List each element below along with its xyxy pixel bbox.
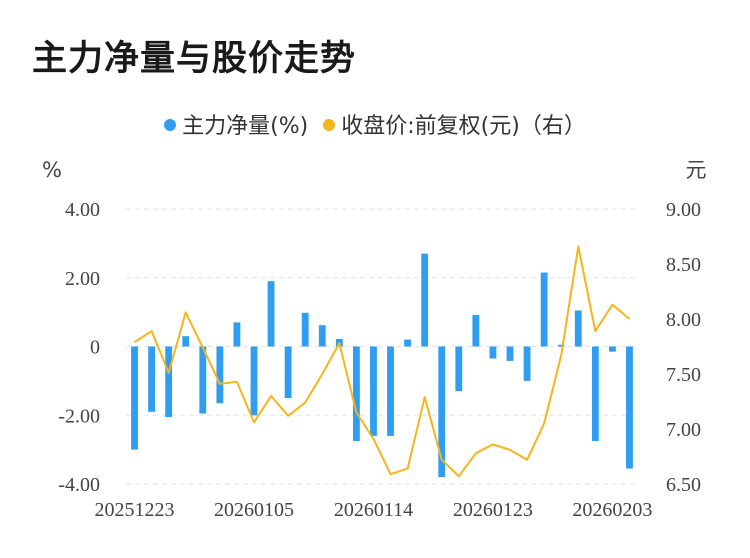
x-axis-tick-label: 20260114 [334, 499, 413, 521]
net-volume-bar [216, 346, 224, 404]
right-axis-unit: 元 [686, 158, 707, 182]
net-volume-bar [267, 281, 275, 347]
legend-net-label: 主力净量(%) [182, 114, 309, 139]
right-axis-tick-label: 7.00 [666, 419, 701, 441]
chart-title: 主力净量与股价走势 [32, 39, 357, 79]
right-axis-tick-label: 8.50 [666, 254, 701, 276]
x-axis-tick-label: 20251223 [95, 499, 175, 521]
net-volume-bar [131, 346, 138, 450]
legend-item-net[interactable]: 主力净量(%) [164, 108, 308, 140]
net-volume-bar [370, 346, 377, 436]
left-axis-tick-label: -4.00 [58, 474, 100, 496]
net-volume-bar [387, 346, 394, 436]
legend-price-marker-icon [323, 119, 336, 131]
legend: 主力净量(%) 收盘价:前复权(元)（右） [0, 108, 750, 140]
x-axis-tick-label: 20260123 [453, 499, 533, 521]
bar-series [131, 253, 633, 478]
net-volume-bar [318, 325, 326, 347]
net-volume-bar [165, 346, 173, 417]
axis-labels: 4.00 2.00 0 -2.00 -4.00 9.00 8.50 8.00 7.50 7.00 6… [58, 199, 701, 521]
net-volume-bar [455, 346, 463, 392]
net-volume-bar [301, 312, 309, 347]
left-axis-unit: % [42, 158, 62, 182]
grid-lines [126, 208, 638, 485]
net-volume-bar [608, 346, 616, 352]
net-volume-bar [506, 346, 514, 361]
net-volume-bar [404, 339, 412, 347]
right-axis-tick-label: 6.50 [666, 474, 701, 496]
net-volume-bar [250, 346, 258, 416]
net-volume-bar [148, 346, 156, 412]
net-volume-bar [284, 346, 292, 399]
price-line [133, 245, 631, 478]
line-series [133, 245, 631, 478]
right-axis-tick-label: 7.50 [666, 364, 701, 386]
right-axis-tick-label: 9.00 [666, 199, 701, 221]
net-volume-bar [199, 346, 207, 414]
left-axis-tick-label: -2.00 [58, 405, 100, 427]
net-volume-bar [591, 346, 599, 442]
net-volume-bar [182, 336, 190, 347]
x-axis-tick-label: 20260105 [214, 499, 294, 521]
legend-item-price[interactable]: 收盘价:前复权(元)（右） [323, 108, 586, 140]
net-volume-bar [540, 272, 548, 347]
legend-net-marker-icon [164, 119, 177, 131]
left-axis-tick-label: 0 [90, 337, 100, 359]
left-axis-tick-label: 2.00 [65, 268, 100, 290]
net-volume-bar [489, 346, 497, 359]
net-volume-bar [438, 346, 446, 478]
net-volume-bar [421, 253, 429, 347]
net-volume-bar [352, 346, 360, 442]
net-volume-bar [626, 346, 633, 469]
net-volume-bar [557, 344, 565, 347]
net-volume-bar [472, 314, 480, 347]
right-axis-tick-label: 8.00 [666, 309, 701, 331]
net-volume-bar [523, 346, 531, 381]
left-axis-tick-label: 4.00 [65, 199, 100, 221]
net-volume-bar [574, 310, 582, 347]
net-volume-bar [233, 322, 241, 347]
legend-price-label: 收盘价:前复权(元)（右） [341, 114, 586, 139]
x-axis-tick-label: 20260203 [572, 499, 652, 521]
